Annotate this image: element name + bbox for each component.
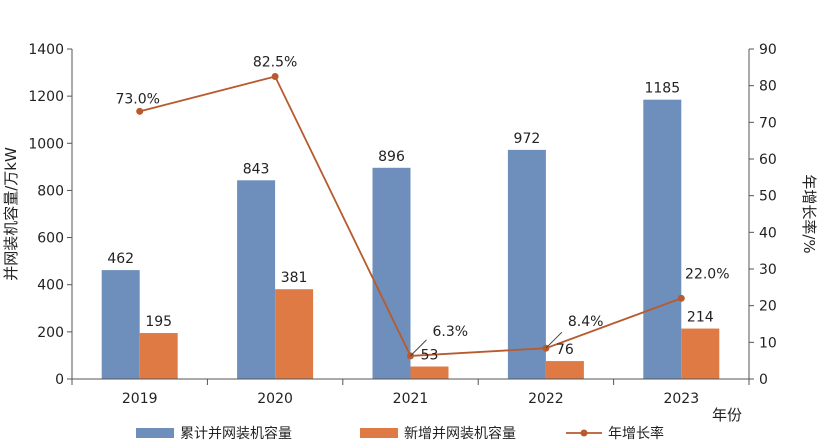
x-axis-title: 年份 (712, 406, 742, 424)
y2-tick-label: 0 (759, 372, 768, 388)
y-tick-label: 400 (37, 278, 64, 294)
x-tick-label: 2023 (663, 391, 699, 407)
bar-cumulative-label: 896 (378, 149, 405, 165)
growth-label: 73.0% (115, 91, 159, 107)
bar-cumulative (507, 149, 546, 379)
growth-label-leader (410, 339, 427, 357)
y2-tick-label: 10 (759, 335, 777, 351)
growth-line-layer (136, 73, 685, 360)
y-tick-label: 1400 (28, 42, 64, 58)
bar-cumulative-label: 1185 (644, 81, 680, 97)
legend-swatch (136, 428, 174, 438)
growth-point (136, 107, 144, 115)
bar-new (275, 289, 314, 379)
y-tick-label: 800 (37, 183, 64, 199)
bar-cumulative (372, 167, 411, 379)
legend-swatch-marker (580, 429, 588, 437)
y2-tick-label: 40 (759, 225, 777, 241)
y-tick-label: 1000 (28, 136, 64, 152)
bar-new-label: 381 (281, 270, 308, 286)
growth-label: 82.5% (253, 55, 297, 71)
bar-new-label: 214 (687, 310, 714, 326)
bar-cumulative-label: 843 (243, 161, 270, 177)
growth-point (271, 73, 279, 80)
bar-cumulative-label: 972 (514, 131, 541, 147)
growth-label-leader (545, 331, 563, 349)
y2-tick-label: 30 (759, 262, 777, 278)
bar-cumulative-label: 462 (107, 251, 134, 267)
x-tick-label: 2020 (257, 391, 293, 407)
x-tick-label: 2019 (122, 391, 158, 407)
bar-new (139, 333, 178, 379)
y2-tick-label: 50 (759, 189, 777, 205)
bar-new (545, 361, 584, 379)
bar-new (681, 328, 720, 379)
growth-point (677, 294, 685, 302)
legend-label: 累计并网装机容量 (180, 425, 292, 442)
y2-tick-label: 20 (759, 299, 777, 315)
y-tick-label: 600 (37, 231, 64, 247)
growth-label: 22.0% (685, 266, 729, 282)
bar-cumulative (643, 99, 682, 379)
growth-label: 8.4% (568, 314, 604, 330)
x-tick-label: 2021 (393, 391, 429, 407)
y2-tick-label: 80 (759, 79, 777, 95)
axes-layer: 0 200 400 600 800 1000 1200 1400 0 10 20 30 40 50 60 70… (28, 42, 776, 407)
y-tick-label: 1200 (28, 89, 64, 105)
y2-axis-title: 年增长率/% (800, 174, 818, 253)
growth-label: 6.3% (433, 324, 469, 340)
bars-layer (101, 99, 720, 379)
x-tick-label: 2022 (528, 391, 564, 407)
y-tick-label: 0 (55, 372, 64, 388)
legend-label: 新增并网装机容量 (404, 425, 516, 442)
y-tick-label: 200 (37, 325, 64, 341)
y2-tick-label: 60 (759, 152, 777, 168)
y-axis-title: 并网装机容量/万kW (2, 147, 20, 281)
legend-label: 年增长率 (608, 425, 664, 442)
data-labels-layer: 462 195 843 381 896 53 972 76 1185 214 73.0% 82.5% 6… (107, 55, 729, 364)
bar-new (410, 366, 449, 379)
bar-new-label: 195 (145, 314, 172, 330)
y2-tick-label: 70 (759, 115, 777, 131)
bar-new-label: 76 (556, 342, 574, 358)
bar-cumulative (237, 180, 276, 379)
y2-tick-label: 90 (759, 42, 777, 58)
bar-new-label: 53 (421, 348, 439, 364)
legend-swatch (360, 428, 398, 438)
bar-cumulative (101, 270, 140, 379)
legend: 累计并网装机容量 新增并网装机容量 年增长率 (136, 425, 664, 442)
